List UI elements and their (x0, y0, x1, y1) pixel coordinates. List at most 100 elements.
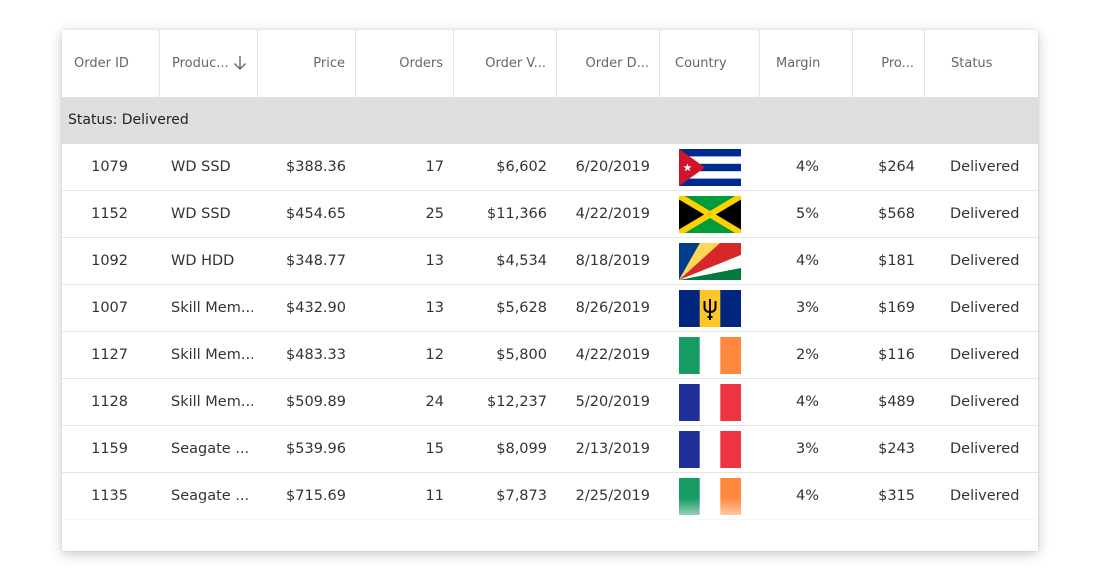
cell-status: Delivered (950, 488, 1020, 504)
cell-order-value: $4,534 (496, 253, 547, 269)
column-header-order-value[interactable]: Order V... (454, 30, 557, 97)
ireland-flag-icon (679, 337, 741, 374)
column-header-orders[interactable]: Orders (356, 30, 454, 97)
cell-product: Skill Mem... (171, 347, 253, 363)
cell-order-id: 1159 (91, 441, 128, 457)
cell-order-id: 1092 (91, 253, 128, 269)
cell-order-date: 2/25/2019 (575, 488, 650, 504)
cell-order-date: 8/26/2019 (575, 300, 650, 316)
cell-order-date: 8/18/2019 (575, 253, 650, 269)
cell-price: $539.96 (286, 441, 346, 457)
cell-profit: $568 (878, 206, 915, 222)
cell-product: Seagate ... (171, 488, 250, 504)
column-header-product[interactable]: Produc... (160, 30, 258, 97)
cell-order-value: $12,237 (487, 394, 547, 410)
cell-order-date: 6/20/2019 (575, 159, 650, 175)
cell-margin: 4% (795, 394, 819, 410)
group-row[interactable]: Status: Delivered (62, 97, 1038, 144)
cell-orders: 11 (425, 488, 444, 504)
table-row[interactable]: 1079 WD SSD $388.36 17 $6,602 6/20/2019 4% $264… (62, 144, 1038, 191)
column-header-label: Orders (399, 56, 443, 71)
cell-profit: $489 (878, 394, 915, 410)
cell-order-id: 1128 (91, 394, 128, 410)
column-header-status[interactable]: Status (925, 30, 1038, 97)
cell-orders: 13 (425, 253, 444, 269)
grid-header: Order ID Produc... Price Orders Order V.… (62, 30, 1038, 98)
cell-order-value: $6,602 (496, 159, 547, 175)
cell-price: $509.89 (286, 394, 346, 410)
cell-order-id: 1007 (91, 300, 128, 316)
cell-order-date: 5/20/2019 (575, 394, 650, 410)
table-row[interactable]: 1159 Seagate ... $539.96 15 $8,099 2/13/2019 3… (62, 426, 1038, 473)
arrow-down-icon[interactable] (231, 54, 249, 72)
cell-order-value: $5,800 (496, 347, 547, 363)
cell-product: Skill Mem... (171, 394, 253, 410)
france-flag-icon (679, 431, 741, 468)
cell-margin: 4% (795, 488, 819, 504)
cell-profit: $169 (878, 300, 915, 316)
cell-margin: 3% (795, 300, 819, 316)
table-row[interactable]: 1135 Seagate ... $715.69 11 $7,873 2/25/2019 4… (62, 473, 1038, 520)
column-header-label: Country (675, 56, 727, 71)
table-row[interactable]: 1007 Skill Mem... $432.90 13 $5,628 8/26/2019… (62, 285, 1038, 332)
cell-order-id: 1127 (91, 347, 128, 363)
cell-order-id: 1135 (91, 488, 128, 504)
column-header-margin[interactable]: Margin (760, 30, 853, 97)
cell-order-date: 4/22/2019 (575, 347, 650, 363)
column-header-label: Status (951, 56, 993, 71)
ireland-flag-icon (679, 478, 741, 515)
cell-margin: 2% (795, 347, 819, 363)
cell-profit: $181 (878, 253, 915, 269)
cell-status: Delivered (950, 441, 1020, 457)
cell-profit: $116 (878, 347, 915, 363)
cell-status: Delivered (950, 394, 1020, 410)
table-row[interactable]: 1092 WD HDD $348.77 13 $4,534 8/18/2019 4% $181… (62, 238, 1038, 285)
column-header-label: Order V... (485, 56, 546, 71)
cell-product: Skill Mem... (171, 300, 253, 316)
table-row[interactable]: 1127 Skill Mem... $483.33 12 $5,800 4/22/2019… (62, 332, 1038, 379)
table-row[interactable]: 1128 Skill Mem... $509.89 24 $12,237 5/20/201… (62, 379, 1038, 426)
column-header-country[interactable]: Country (660, 30, 760, 97)
cell-margin: 4% (795, 159, 819, 175)
cell-status: Delivered (950, 253, 1020, 269)
cell-margin: 5% (795, 206, 819, 222)
cuba-flag-icon (679, 149, 741, 186)
group-label: Status: Delivered (68, 112, 189, 128)
cell-orders: 24 (425, 394, 444, 410)
cell-profit: $243 (878, 441, 915, 457)
cell-price: $388.36 (286, 159, 346, 175)
cell-price: $454.65 (286, 206, 346, 222)
data-grid: Order ID Produc... Price Orders Order V.… (62, 30, 1038, 551)
column-header-label: Produc... (172, 56, 229, 71)
seychelles-flag-icon (679, 243, 741, 280)
cell-order-id: 1079 (91, 159, 128, 175)
column-header-price[interactable]: Price (258, 30, 356, 97)
cell-product: Seagate ... (171, 441, 250, 457)
column-header-label: Order ID (74, 56, 129, 71)
cell-order-value: $8,099 (496, 441, 547, 457)
column-header-label: Margin (776, 56, 821, 71)
column-header-order-id[interactable]: Order ID (62, 30, 160, 97)
cell-order-date: 4/22/2019 (575, 206, 650, 222)
france-flag-icon (679, 384, 741, 421)
cell-orders: 12 (425, 347, 444, 363)
cell-status: Delivered (950, 300, 1020, 316)
cell-product: WD SSD (171, 159, 231, 175)
cell-profit: $264 (878, 159, 915, 175)
cell-orders: 17 (425, 159, 444, 175)
cell-profit: $315 (878, 488, 915, 504)
column-header-order-date[interactable]: Order D... (557, 30, 660, 97)
jamaica-flag-icon (679, 196, 741, 233)
barbados-flag-icon (679, 290, 741, 327)
cell-order-value: $11,366 (487, 206, 547, 222)
column-header-label: Order D... (585, 56, 649, 71)
cell-status: Delivered (950, 159, 1020, 175)
cell-price: $715.69 (286, 488, 346, 504)
table-row[interactable]: 1152 WD SSD $454.65 25 $11,366 4/22/2019 5% $56… (62, 191, 1038, 238)
column-header-profit[interactable]: Pro... (853, 30, 925, 97)
cell-status: Delivered (950, 347, 1020, 363)
cell-product: WD HDD (171, 253, 235, 269)
cell-orders: 13 (425, 300, 444, 316)
cell-order-id: 1152 (91, 206, 128, 222)
cell-status: Delivered (950, 206, 1020, 222)
